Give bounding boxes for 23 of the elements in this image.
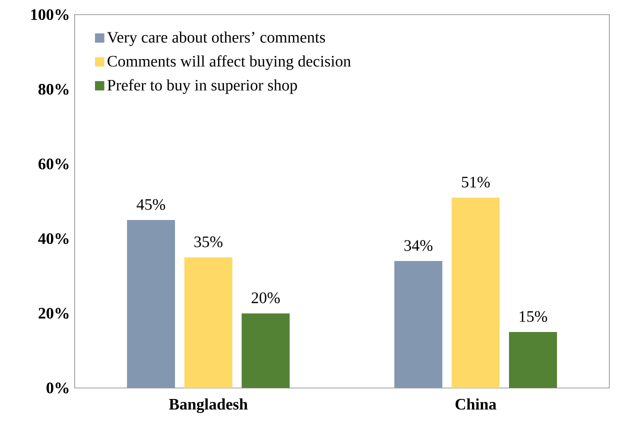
data-label: 15%	[520, 311, 548, 322]
data-label: 45%	[136, 199, 166, 210]
data-label: 34%	[404, 240, 432, 252]
legend-label: Prefer to buy in superior shop	[107, 79, 297, 94]
bar	[452, 198, 500, 388]
bar	[394, 261, 442, 388]
y-tick-label: 80%	[38, 84, 68, 95]
y-tick-label: 40%	[38, 233, 68, 244]
legend-label: Comments will affect buying decision	[108, 55, 351, 70]
bar	[184, 257, 232, 388]
legend-label: Very care about others’ comments	[107, 31, 325, 46]
data-label: 20%	[252, 292, 280, 304]
y-tick-label: 60%	[38, 158, 68, 170]
x-tick-label: Bangladesh	[169, 398, 248, 414]
bar	[242, 313, 290, 388]
y-tick-label: 0%	[46, 382, 68, 394]
data-label: 35%	[194, 236, 222, 248]
data-label: 51%	[462, 176, 490, 188]
y-tick-label: 100%	[31, 9, 68, 20]
bar	[127, 220, 176, 388]
y-tick-label: 20%	[38, 308, 68, 319]
x-tick-label: China	[456, 398, 496, 410]
bar	[509, 332, 557, 388]
